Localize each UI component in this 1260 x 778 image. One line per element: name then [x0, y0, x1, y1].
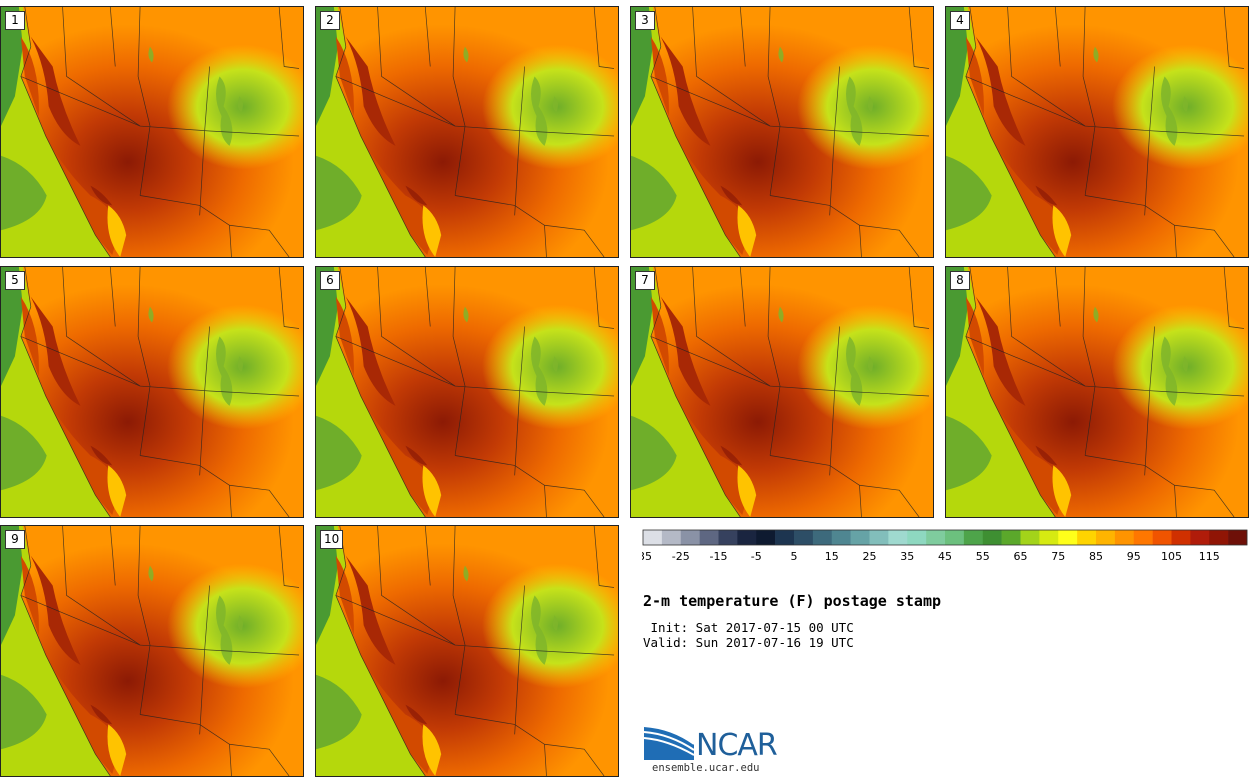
ncar-swoosh-icon: [643, 725, 695, 760]
colorbar-swatch: [850, 530, 870, 545]
ensemble-member-stamp-1[interactable]: 1: [0, 6, 304, 258]
colorbar-swatch: [945, 530, 965, 545]
colorbar-border: [642, 529, 1248, 546]
colorbar-tick-label: 85: [1089, 550, 1103, 563]
colorbar-tick-label: 55: [976, 550, 990, 563]
member-number-label: 1: [5, 11, 25, 30]
colorbar-swatch: [699, 530, 719, 545]
colorbar-swatch: [869, 530, 889, 545]
member-number-label: 5: [5, 271, 25, 290]
colorbar-tick-label: 65: [1014, 550, 1028, 563]
member-number-label: 8: [950, 271, 970, 290]
ensemble-member-stamp-4[interactable]: 4: [945, 6, 1249, 258]
colorbar-swatch: [982, 530, 1002, 545]
ensemble-member-stamp-8[interactable]: 8: [945, 266, 1249, 518]
temperature-map: [631, 267, 933, 517]
colorbar-swatch: [831, 530, 851, 545]
temperature-map: [316, 267, 618, 517]
colorbar-swatch: [926, 530, 946, 545]
colorbar-swatch: [756, 530, 776, 545]
ensemble-member-stamp-7[interactable]: 7: [630, 266, 934, 518]
colorbar-tick-label: 115: [1199, 550, 1220, 563]
colorbar-tick-label: 95: [1127, 550, 1141, 563]
member-number-label: 7: [635, 271, 655, 290]
temperature-map: [946, 7, 1248, 257]
colorbar-tick-label: 5: [791, 550, 798, 563]
temperature-map: [316, 7, 618, 257]
temperature-map: [1, 526, 303, 776]
member-number-label: 6: [320, 271, 340, 290]
colorbar-tick-label: 15: [825, 550, 839, 563]
colorbar-tick-label: 45: [938, 550, 952, 563]
ensemble-member-stamp-9[interactable]: 9: [0, 525, 304, 777]
ensemble-member-stamp-2[interactable]: 2: [315, 6, 619, 258]
colorbar-swatch: [1058, 530, 1078, 545]
colorbar-swatch: [1020, 530, 1040, 545]
ensemble-member-stamp-3[interactable]: 3: [630, 6, 934, 258]
colorbar-swatch: [737, 530, 757, 545]
temperature-colorbar: -35 -25 -15 -5 5 15 25 35 45 55 65 75 85 95 105 115: [642, 529, 1248, 563]
colorbar-tick-label: -15: [710, 550, 728, 563]
ensemble-member-stamp-10[interactable]: 10: [315, 525, 619, 777]
plot-title: 2-m temperature (F) postage stamp: [643, 592, 942, 610]
member-number-label: 9: [5, 530, 25, 549]
colorbar-swatch: [1077, 530, 1097, 545]
temperature-map: [631, 7, 933, 257]
colorbar-swatch: [661, 530, 682, 545]
valid-time: Valid: Sun 2017-07-16 19 UTC: [643, 635, 854, 650]
colorbar-swatch: [1001, 530, 1021, 545]
colorbar-swatch: [775, 530, 795, 545]
colorbar-swatch: [1228, 530, 1248, 545]
colorbar-swatch: [643, 530, 663, 545]
colorbar-tick-label: 75: [1051, 550, 1065, 563]
colorbar-swatch: [1133, 530, 1153, 545]
ensemble-url[interactable]: ensemble.ucar.edu: [652, 762, 760, 774]
colorbar-swatch: [1096, 530, 1116, 545]
member-number-label: 4: [950, 11, 970, 30]
ensemble-member-stamp-5[interactable]: 5: [0, 266, 304, 518]
colorbar-tick-label: 105: [1161, 550, 1182, 563]
colorbar-swatch: [794, 530, 814, 545]
init-time: Init: Sat 2017-07-15 00 UTC: [643, 620, 854, 635]
colorbar-swatch: [888, 530, 908, 545]
member-number-label: 3: [635, 11, 655, 30]
colorbar-swatch: [680, 530, 700, 545]
colorbar-tick-label: 35: [900, 550, 914, 563]
colorbar-swatch: [718, 530, 738, 545]
member-number-label: 2: [320, 11, 340, 30]
ensemble-member-stamp-6[interactable]: 6: [315, 266, 619, 518]
member-number-label: 10: [320, 530, 344, 549]
colorbar-swatch: [963, 530, 984, 545]
colorbar-swatch: [1190, 530, 1210, 545]
colorbar-tick-label: -5: [751, 550, 762, 563]
colorbar-swatch: [907, 530, 927, 545]
temperature-map: [946, 267, 1248, 517]
colorbar-swatch: [812, 530, 833, 545]
temperature-map: [316, 526, 618, 776]
colorbar-tick-label: -35: [642, 550, 652, 563]
colorbar-tick-label: 25: [863, 550, 877, 563]
ncar-logo[interactable]: NCAR ensemble.ucar.edu: [642, 720, 802, 775]
colorbar-swatch: [1114, 530, 1135, 545]
colorbar-swatch: [1209, 530, 1229, 545]
temperature-map: [1, 267, 303, 517]
colorbar-tick-label: -25: [672, 550, 690, 563]
ncar-logo-text: NCAR: [696, 728, 778, 763]
colorbar-swatch: [1152, 530, 1172, 545]
colorbar-swatch: [1171, 530, 1191, 545]
colorbar-swatch: [1039, 530, 1059, 545]
temperature-map: [1, 7, 303, 257]
